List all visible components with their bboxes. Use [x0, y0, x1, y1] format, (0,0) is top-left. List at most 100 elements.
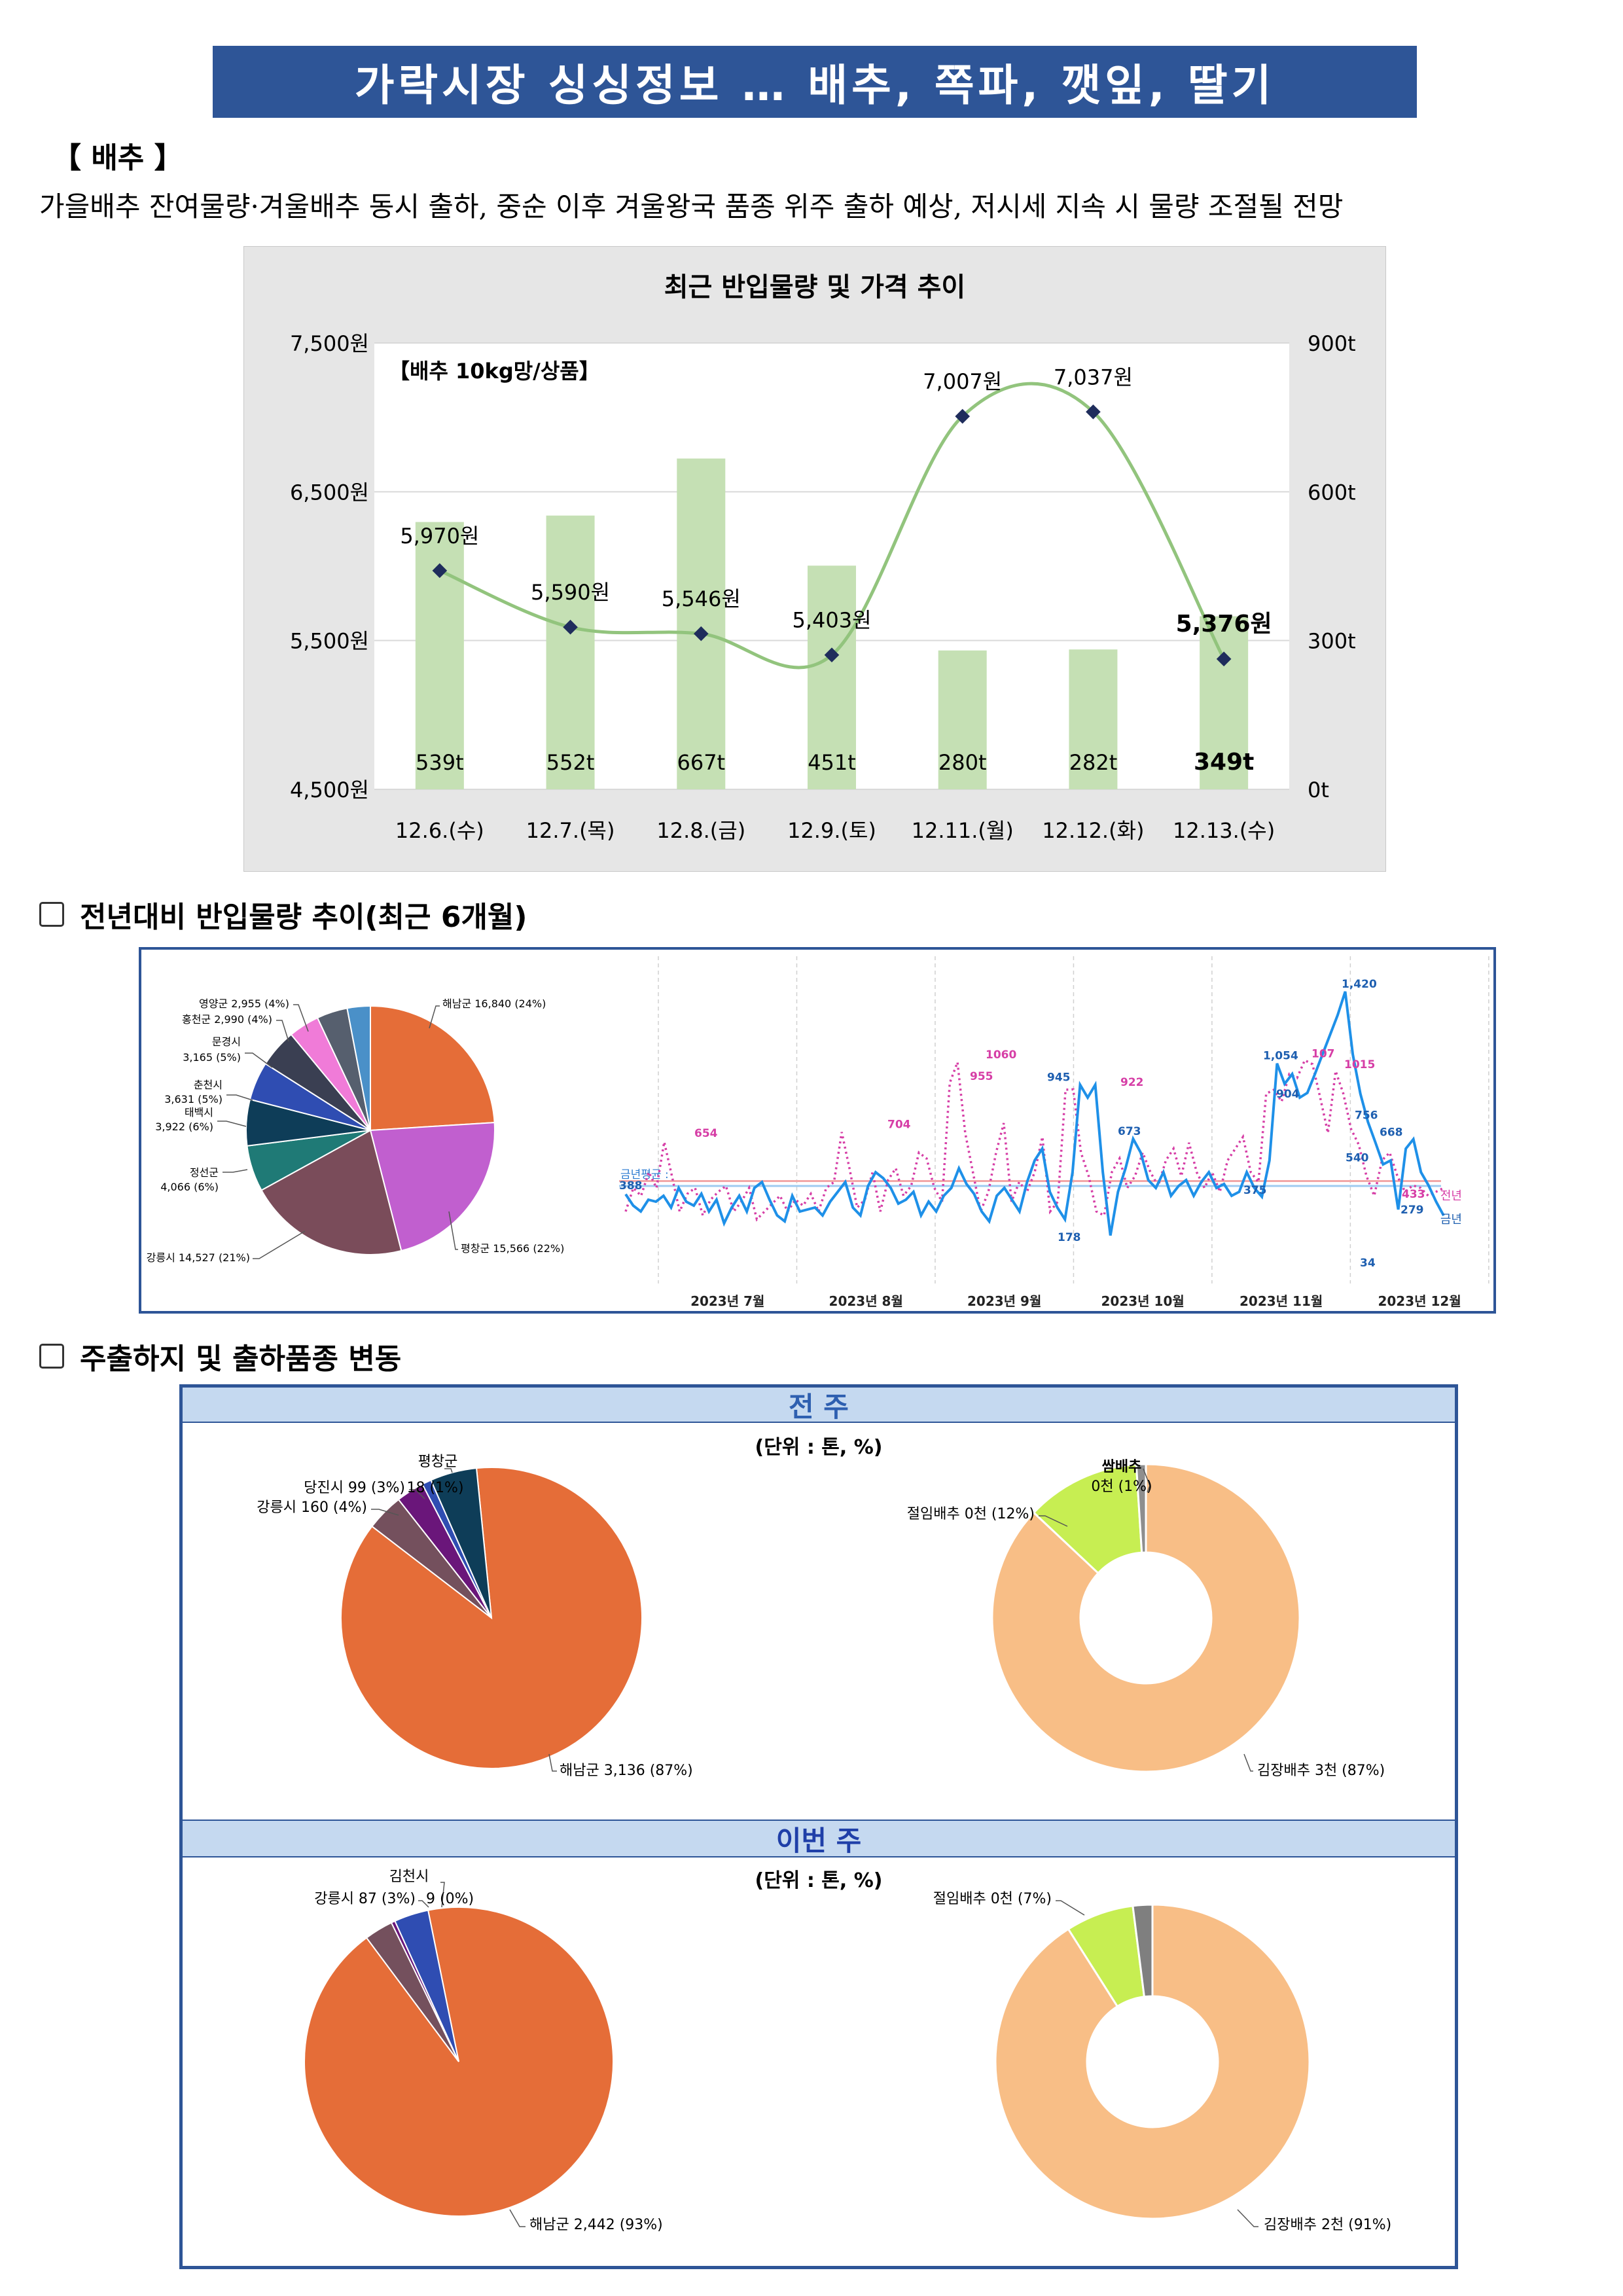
price-marker — [432, 563, 448, 579]
pie-slice — [260, 1129, 402, 1255]
unit-label-this-week: (단위 : 톤, %) — [755, 1869, 883, 1892]
slice-label: 3,631 (5%) — [164, 1093, 223, 1105]
price-data-label: 5,970원 — [400, 524, 479, 548]
pie-slice — [369, 1122, 495, 1252]
slice-label: 강릉시 14,527 (21%) — [147, 1251, 250, 1264]
data-annotation: 1060 — [986, 1049, 1016, 1062]
price-marker — [1086, 404, 1101, 420]
data-annotation: 668 — [1380, 1126, 1403, 1139]
leader-line — [1237, 2209, 1258, 2227]
origin-pie-6m: 해남군 16,840 (24%) 평창군 15,566 (22%) 강릉시 14,5… — [147, 997, 565, 1264]
price-marker — [824, 647, 840, 663]
leader-line — [1039, 1515, 1068, 1527]
volume-data-label: 552t — [546, 750, 595, 775]
data-annotation: 654 — [694, 1127, 718, 1140]
slice-label: 김장배추 3천 (87%) — [1257, 1763, 1385, 1779]
section-tag: 【 배추 】 — [52, 141, 183, 175]
slice-label: 해남군 2,442 (93%) — [529, 2217, 663, 2233]
x-tick-label: 2023년 12월 — [1378, 1293, 1461, 1309]
data-annotation: 375 — [1243, 1184, 1267, 1197]
slice-label: 김장배추 2천 (91%) — [1264, 2217, 1391, 2233]
unit-label-prev-week: (단위 : 톤, %) — [755, 1436, 883, 1459]
price-data-label: 5,590원 — [531, 580, 610, 605]
data-annotation: 704 — [887, 1119, 911, 1132]
slice-label: 영양군 2,955 (4%) — [199, 997, 289, 1010]
leader-line — [276, 1020, 289, 1042]
leader-line — [448, 1211, 458, 1250]
x-tick-label: 2023년 10월 — [1101, 1293, 1185, 1309]
slice-label: 강릉시 160 (4%) — [257, 1499, 367, 1516]
this-year-series — [624, 991, 1445, 1236]
slice-label: 해남군 3,136 (87%) — [560, 1763, 693, 1779]
pie-slice — [1132, 1903, 1154, 1998]
trend-header-label: 전년대비 반입물량 추이(최근 6개월) — [80, 901, 527, 934]
slice-label: 해남군 16,840 (24%) — [442, 997, 546, 1010]
price-data-label: 5,376원 — [1176, 611, 1272, 637]
origin-header: 주출하지 및 출하품종 변동 — [39, 1335, 401, 1377]
data-annotation: 388 — [619, 1179, 643, 1193]
leader-line — [245, 1052, 273, 1068]
pie-slice — [430, 1467, 492, 1619]
x-tick-label: 12.13.(수) — [1173, 818, 1275, 843]
leader-line — [1243, 1753, 1253, 1772]
data-annotation: 1015 — [1344, 1058, 1375, 1071]
volume-bar — [938, 650, 987, 789]
summary-text: 가을배추 잔여물량·겨울배추 동시 출하, 중순 이후 겨울왕국 품종 위주 출… — [39, 190, 1344, 223]
pie-slice — [991, 1463, 1301, 1773]
leader-line — [509, 2209, 526, 2227]
y-right-tick-label: 0t — [1308, 778, 1329, 802]
pie-slice — [346, 1005, 371, 1131]
average-label: 금년평균 : — [620, 1168, 669, 1181]
price-data-label: 7,007원 — [923, 369, 1002, 394]
slice-label: 김천시 — [389, 1869, 429, 1885]
chart-inset-label: 【배추 10kg망/상품】 — [389, 359, 600, 384]
leader-line — [217, 1121, 247, 1127]
data-annotation: 540 — [1346, 1152, 1369, 1165]
leader-line — [418, 1900, 429, 1908]
prev-year-series — [624, 1058, 1444, 1222]
price-data-label: 7,037원 — [1054, 365, 1133, 389]
slice-label: 3,165 (5%) — [183, 1051, 241, 1064]
x-tick-label: 12.11.(월) — [912, 818, 1014, 843]
legend-this-year: 금년 — [1440, 1213, 1462, 1227]
origin-pie-this-week: 해남군 2,442 (93%) 강릉시 87 (3%) 김천시 9 (0%) — [304, 1869, 663, 2233]
slice-label: 문경시 — [212, 1035, 241, 1048]
volume-bar — [677, 458, 726, 789]
leader-line — [226, 1094, 253, 1101]
price-marker — [563, 619, 578, 635]
data-annotation: 955 — [970, 1070, 993, 1083]
slice-label: 평창군 15,566 (22%) — [461, 1242, 564, 1255]
slice-label: 3,922 (6%) — [155, 1121, 213, 1133]
volume-bar — [1069, 649, 1118, 789]
pie-slice — [1135, 1463, 1147, 1554]
volume-bar — [415, 522, 464, 789]
slice-label: 0천 (1%) — [1091, 1479, 1152, 1495]
slice-label: 4,066 (6%) — [160, 1181, 219, 1193]
volume-data-label: 282t — [1069, 750, 1118, 775]
pie-slice — [394, 1909, 459, 2062]
x-tick-label: 12.9.(토) — [787, 818, 876, 843]
data-annotation: 107 — [1311, 1048, 1335, 1061]
slice-label: 태백시 — [185, 1106, 213, 1119]
y-right-tick-label: 300t — [1308, 629, 1356, 654]
leader-line — [223, 1169, 248, 1173]
y-left-tick-label: 7,500원 — [290, 331, 369, 356]
price-volume-chart: 최근 반입물량 및 가격 추이 【배추 10kg망/상품】 4,500원 5,500원… — [243, 246, 1386, 872]
price-line — [438, 382, 1226, 670]
leader-line — [371, 1509, 399, 1516]
data-annotation: 922 — [1120, 1076, 1144, 1089]
slice-label: 강릉시 87 (3%) — [314, 1891, 416, 1907]
slice-label: 절임배추 0천 (12%) — [907, 1506, 1035, 1522]
price-marker — [693, 626, 709, 641]
y-right-tick-label: 900t — [1308, 331, 1356, 356]
volume-data-label: 667t — [677, 750, 725, 775]
data-annotation: 1,054 — [1263, 1050, 1298, 1063]
price-data-label: 5,546원 — [662, 586, 741, 611]
price-marker — [1216, 651, 1232, 667]
trend-panel: 해남군 16,840 (24%) 평창군 15,566 (22%) 강릉시 14,5… — [139, 947, 1496, 1314]
data-annotation: 904 — [1276, 1088, 1300, 1101]
x-tick-label: 12.8.(금) — [656, 818, 745, 843]
leader-line — [440, 1882, 445, 1908]
slice-label: 홍천군 2,990 (4%) — [182, 1013, 272, 1026]
origin-pie-prev-week: 해남군 3,136 (87%) 강릉시 160 (4%) 당진시 99 (3%) 18… — [257, 1454, 693, 1779]
